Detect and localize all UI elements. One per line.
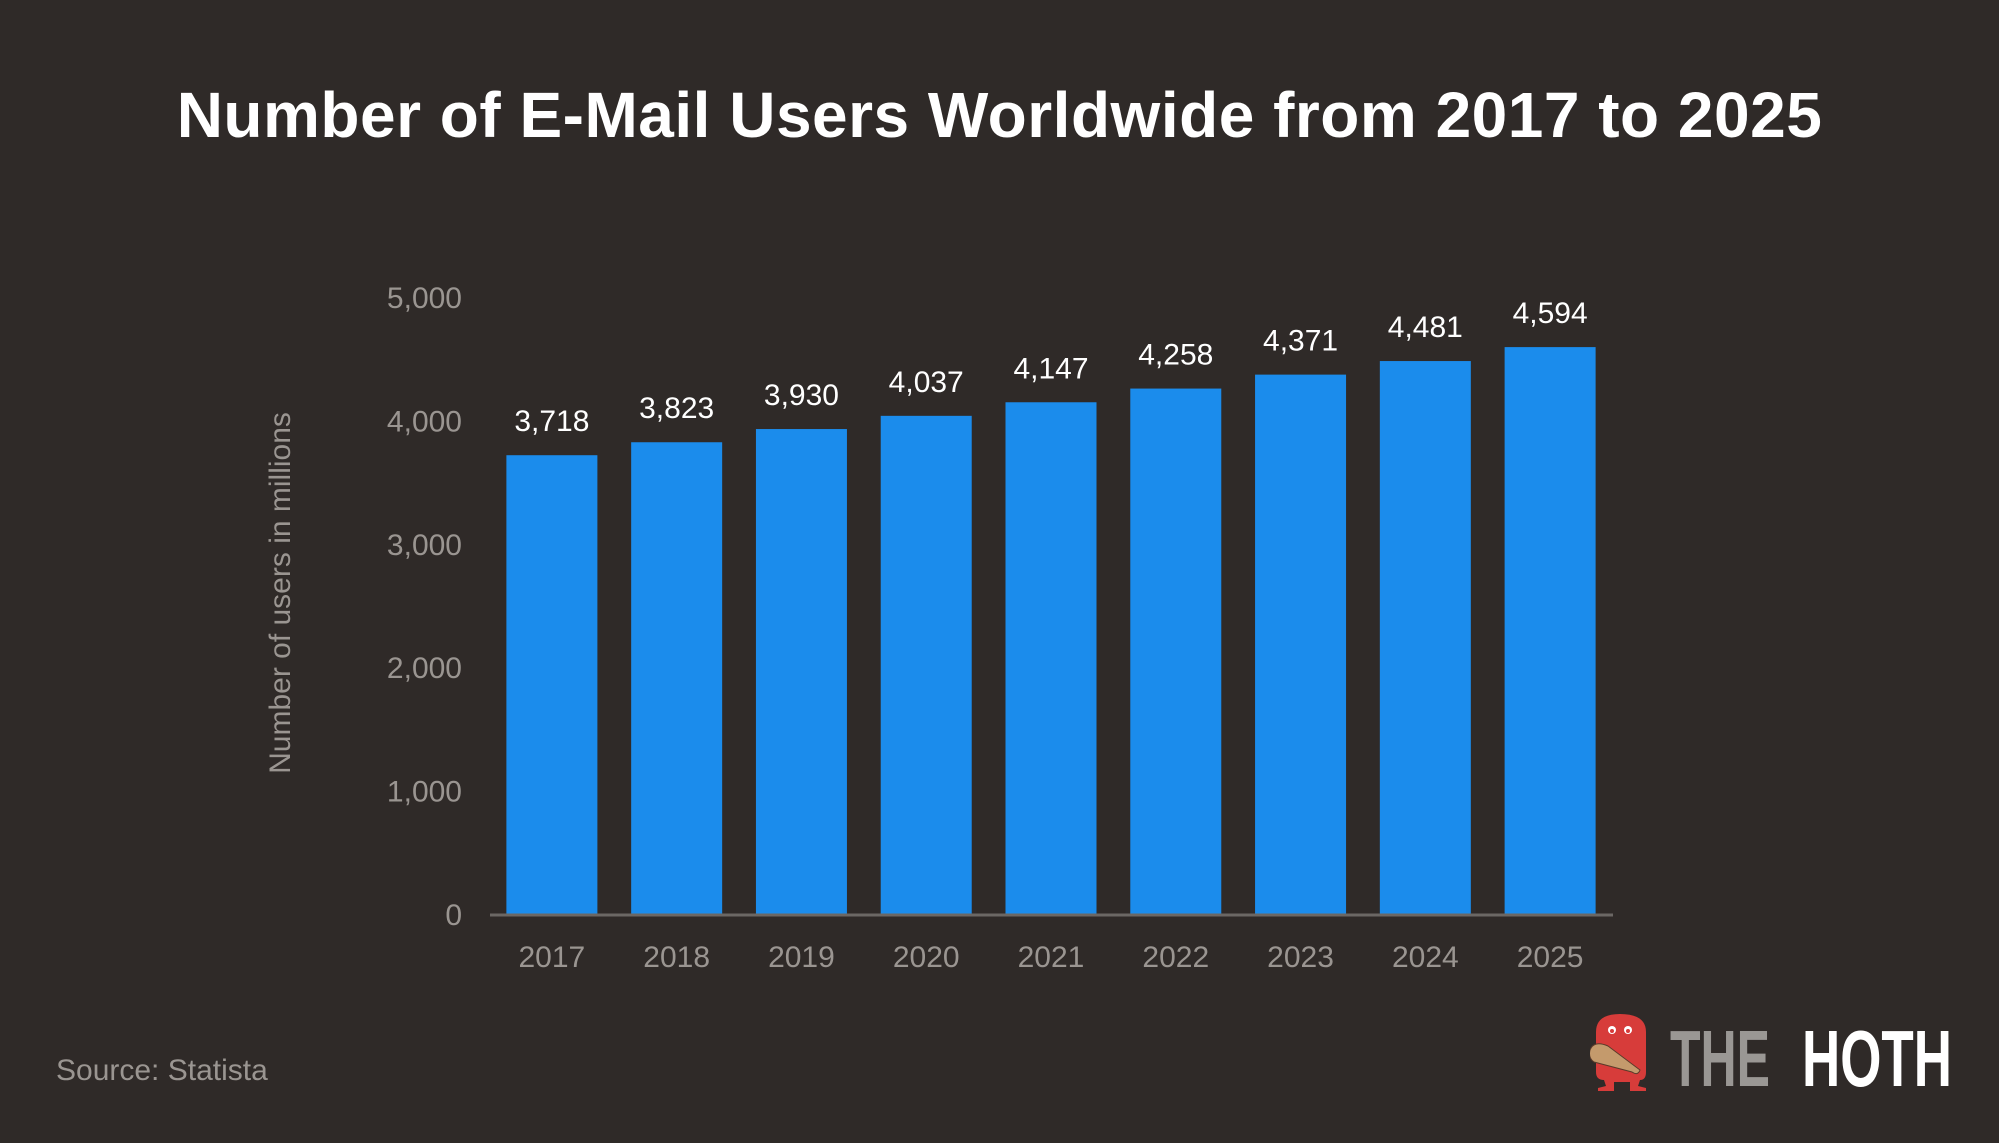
data-label: 3,930	[764, 379, 839, 412]
thehoth-logo: THE HOTH	[1590, 1014, 1952, 1095]
data-label: 4,481	[1388, 311, 1463, 344]
x-tick-label: 2024	[1392, 941, 1459, 974]
bar	[506, 455, 598, 914]
x-tick-label: 2022	[1142, 941, 1209, 974]
bar	[1255, 374, 1347, 914]
y-tick-label: 1,000	[387, 776, 462, 809]
x-tick-label: 2020	[893, 941, 960, 974]
x-tick-label: 2021	[1018, 941, 1085, 974]
x-tick-label: 2023	[1267, 941, 1334, 974]
red-monster-with-club-icon	[1590, 1014, 1646, 1091]
y-tick-label: 0	[445, 899, 462, 932]
data-label: 3,823	[639, 392, 714, 425]
data-label: 4,258	[1138, 339, 1213, 372]
data-label: 4,594	[1513, 297, 1588, 330]
bar	[631, 442, 723, 914]
data-label: 4,371	[1263, 325, 1338, 358]
source-note: Source: Statista	[56, 1054, 268, 1087]
bar	[1005, 402, 1097, 914]
y-tick-label: 5,000	[387, 282, 462, 315]
x-tick-label: 2019	[768, 941, 835, 974]
chart-title: Number of E-Mail Users Worldwide from 20…	[176, 79, 1823, 151]
data-label: 4,147	[1013, 352, 1088, 385]
bar	[880, 415, 972, 914]
logo-text-the: THE	[1670, 1014, 1770, 1095]
x-tick-label: 2017	[519, 941, 586, 974]
y-tick-label: 4,000	[387, 405, 462, 438]
y-tick-label: 3,000	[387, 529, 462, 562]
y-axis-label: Number of users in millions	[264, 412, 297, 774]
bar	[755, 429, 847, 914]
data-label: 4,037	[889, 366, 964, 399]
bar	[1504, 347, 1596, 914]
x-tick-label: 2018	[643, 941, 710, 974]
logo-text-hoth: HOTH	[1802, 1014, 1952, 1095]
x-tick-label: 2025	[1517, 941, 1584, 974]
data-label: 3,718	[514, 405, 589, 438]
y-tick-label: 2,000	[387, 652, 462, 685]
bar	[1130, 388, 1222, 914]
bar	[1379, 361, 1471, 915]
